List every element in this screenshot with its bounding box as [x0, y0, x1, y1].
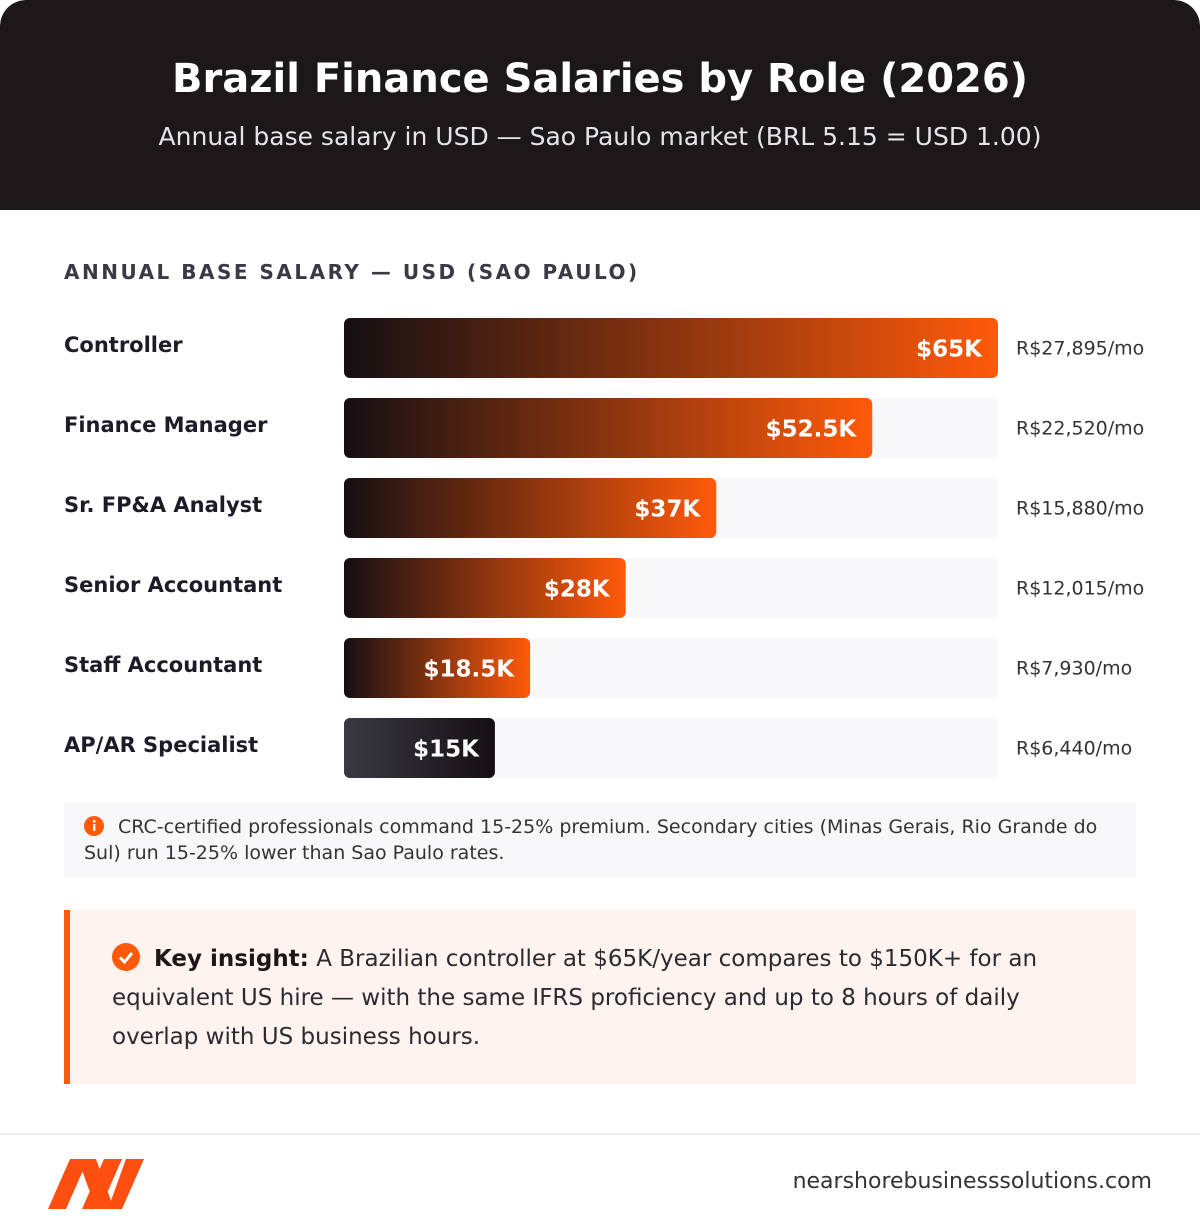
- category-label: Staff Accountant: [64, 653, 262, 677]
- logo: [48, 1159, 144, 1209]
- bar: [344, 558, 626, 618]
- category-label: Controller: [64, 333, 183, 357]
- note: CRC-certified professionals command 15-2…: [64, 802, 1136, 878]
- chart-title: ANNUAL BASE SALARY — USD (SAO PAULO): [64, 260, 640, 284]
- monthly-label: R$7,930/mo: [1016, 658, 1132, 680]
- bar: [344, 718, 495, 778]
- category-label: Senior Accountant: [64, 573, 282, 597]
- insight-text: A Brazilian controller at $65K/year comp…: [112, 946, 1038, 1050]
- monthly-label: R$6,440/mo: [1016, 738, 1132, 760]
- category-label: AP/AR Specialist: [64, 733, 258, 757]
- value-label: $52.5K: [766, 417, 858, 443]
- value-label: $18.5K: [424, 657, 516, 683]
- insight: Key insight: A Brazilian controller at $…: [64, 910, 1136, 1084]
- monthly-label: R$15,880/mo: [1016, 498, 1144, 520]
- check-icon: [112, 943, 140, 971]
- bar: [344, 398, 873, 458]
- chart: Controller $65K R$27,895/mo Finance Manager…: [64, 318, 1144, 778]
- bar: [344, 318, 998, 378]
- header: Brazil Finance Salaries by Role (2026) A…: [0, 0, 1200, 210]
- note-text: CRC-certified professionals command 15-2…: [84, 816, 1098, 864]
- value-label: $15K: [413, 737, 480, 763]
- title: Brazil Finance Salaries by Role (2026): [172, 56, 1028, 102]
- category-label: Finance Manager: [64, 413, 268, 437]
- bar: [344, 638, 531, 698]
- value-label: $65K: [916, 337, 983, 363]
- monthly-label: R$27,895/mo: [1016, 338, 1144, 360]
- monthly-label: R$22,520/mo: [1016, 418, 1144, 440]
- info-icon: [84, 816, 104, 836]
- website: nearshorebusinesssolutions.com: [792, 1169, 1152, 1194]
- insight-label: Key insight:: [154, 946, 309, 972]
- category-label: Sr. FP&A Analyst: [64, 493, 262, 517]
- subtitle: Annual base salary in USD — Sao Paulo ma…: [158, 122, 1042, 151]
- value-label: $28K: [544, 577, 611, 603]
- bar-track: [344, 718, 998, 778]
- monthly-label: R$12,015/mo: [1016, 578, 1144, 600]
- bar: [344, 478, 717, 538]
- value-label: $37K: [634, 497, 701, 523]
- footer: nearshorebusinesssolutions.com: [0, 1133, 1200, 1230]
